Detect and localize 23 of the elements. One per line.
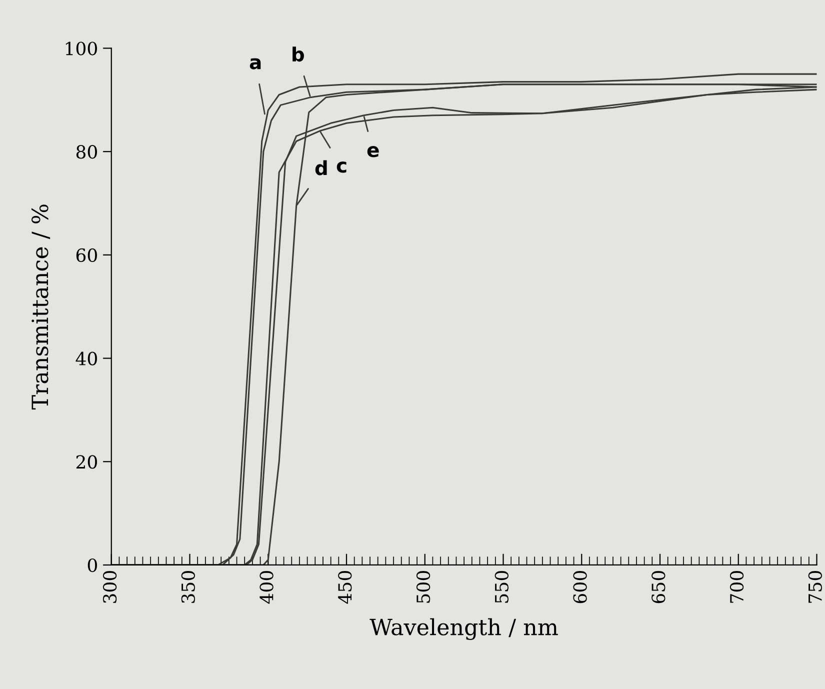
y-tick-label: 0 xyxy=(88,558,97,572)
x-tick-label: 750 xyxy=(808,571,822,603)
y-tick-label: 80 xyxy=(76,145,97,159)
annotation: c xyxy=(336,162,346,173)
annotation: d xyxy=(315,160,327,176)
x-tick-label: 550 xyxy=(494,571,508,603)
annotation: a xyxy=(250,58,261,70)
x-tick-label: 500 xyxy=(416,571,430,603)
x-tick-label: 650 xyxy=(652,571,666,604)
y-axis-title: Transmittance / % xyxy=(31,204,50,410)
annotation: e xyxy=(367,146,379,158)
x-tick-label: 450 xyxy=(338,571,352,604)
y-tick-label: 100 xyxy=(66,42,97,56)
x-tick-label: 700 xyxy=(730,571,744,603)
x-tick-label: 350 xyxy=(181,571,195,603)
annotation: b xyxy=(292,46,304,62)
x-axis-title: Wavelength / nm xyxy=(370,618,558,640)
x-tick-label: 600 xyxy=(573,571,587,604)
y-tick-label: 20 xyxy=(76,455,97,469)
x-tick-label: 300 xyxy=(102,571,117,603)
y-tick-label: 60 xyxy=(76,248,97,262)
y-tick-label: 40 xyxy=(76,352,97,366)
x-tick-label: 400 xyxy=(260,571,274,604)
